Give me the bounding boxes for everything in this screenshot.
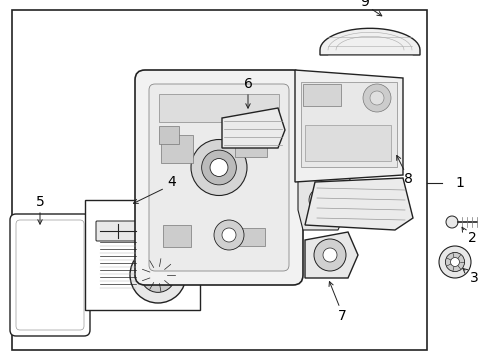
FancyBboxPatch shape <box>96 221 140 241</box>
Text: 7: 7 <box>337 309 346 323</box>
FancyBboxPatch shape <box>10 214 90 336</box>
Text: 1: 1 <box>455 176 464 190</box>
Polygon shape <box>297 150 352 230</box>
Bar <box>224 228 264 246</box>
Circle shape <box>445 216 457 228</box>
Circle shape <box>308 188 332 212</box>
Bar <box>301 82 396 167</box>
Text: 8: 8 <box>403 172 411 186</box>
Text: 5: 5 <box>36 195 44 209</box>
Circle shape <box>141 258 175 292</box>
Text: 2: 2 <box>467 231 475 245</box>
Bar <box>159 94 279 122</box>
Polygon shape <box>319 28 419 55</box>
FancyBboxPatch shape <box>149 84 288 271</box>
Circle shape <box>445 252 464 271</box>
Text: 4: 4 <box>167 175 176 189</box>
Circle shape <box>191 139 246 195</box>
Bar <box>85 200 200 310</box>
Text: 6: 6 <box>243 77 252 91</box>
Circle shape <box>362 84 390 112</box>
Circle shape <box>369 91 383 105</box>
Circle shape <box>201 150 236 185</box>
Bar <box>235 135 266 157</box>
Circle shape <box>222 228 236 242</box>
Polygon shape <box>294 70 402 182</box>
Bar <box>12 10 426 350</box>
Polygon shape <box>305 178 412 230</box>
Circle shape <box>150 267 165 283</box>
Circle shape <box>214 220 244 250</box>
Polygon shape <box>222 108 285 148</box>
Circle shape <box>210 158 227 176</box>
Circle shape <box>315 195 325 205</box>
Bar <box>163 225 191 247</box>
Circle shape <box>130 247 185 303</box>
Text: 3: 3 <box>468 271 477 285</box>
Bar <box>303 84 340 106</box>
Circle shape <box>313 239 346 271</box>
Circle shape <box>323 248 336 262</box>
Circle shape <box>449 257 459 266</box>
Text: 9: 9 <box>360 0 368 9</box>
Bar <box>305 125 390 161</box>
Circle shape <box>438 246 470 278</box>
Bar <box>161 135 193 163</box>
Bar <box>159 126 179 144</box>
FancyBboxPatch shape <box>135 70 303 285</box>
Polygon shape <box>305 232 357 278</box>
